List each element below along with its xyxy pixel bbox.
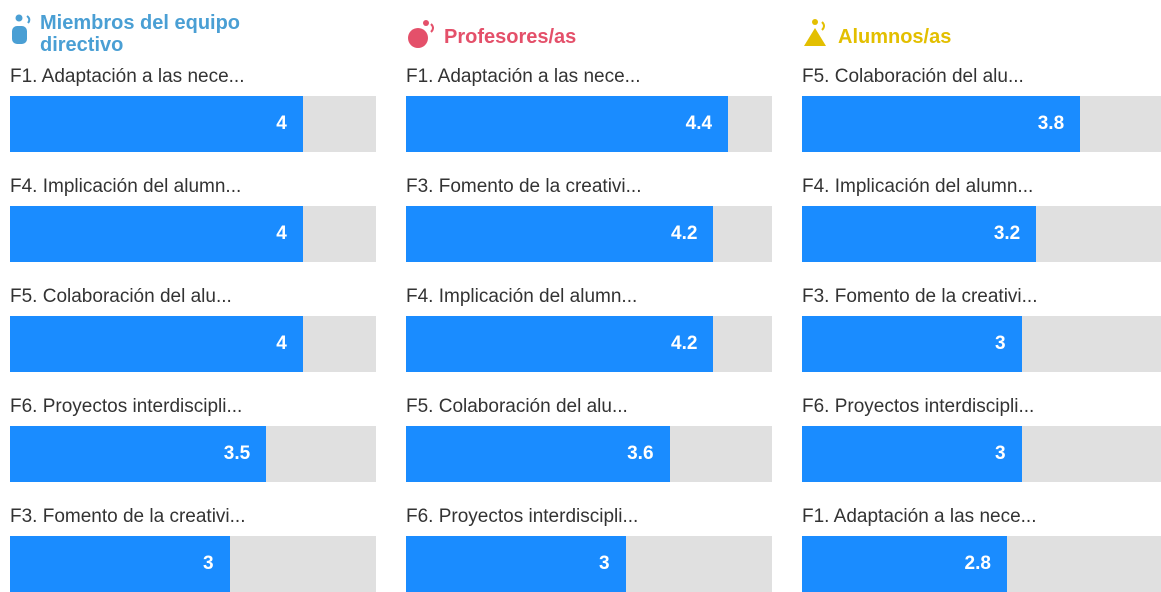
panel-title: Profesores/as [444,26,577,48]
bar [802,316,1022,372]
panel: Profesores/as F1. Adaptación a las nece.… [406,0,772,592]
value-label: 3 [995,443,1006,464]
category-label: F4. Implicación del alumn... [10,176,242,197]
value-label: 3 [995,333,1006,354]
panel-title: Alumnos/as [838,26,952,48]
bar-track: 3.2 [802,206,1161,262]
bar-track: 2.8 [802,536,1161,592]
bar-track: 3.6 [406,426,772,482]
category-label: F4. Implicación del alumn... [406,286,638,307]
bar [10,426,267,482]
bar-track: 4 [10,206,376,262]
bar [10,206,303,262]
bar-track: 4.2 [406,316,772,372]
category-label: F3. Fomento de la creativi... [10,506,246,527]
value-label: 4 [276,333,287,354]
category-label: F5. Colaboración del alu... [10,286,232,307]
panel: Miembros del equipo directivo F1. Adapta… [10,0,376,592]
bar [802,96,1081,152]
category-label: F3. Fomento de la creativi... [406,176,642,197]
bar-track: 4.2 [406,206,772,262]
value-label: 3.6 [627,443,654,464]
value-label: 3.8 [1037,113,1065,134]
value-label: 4.2 [671,333,698,354]
panel-title: Miembros del equipo directivo [40,12,241,56]
value-label: 3.2 [993,223,1021,244]
bar [406,426,670,482]
category-label: F5. Colaboración del alu... [802,66,1024,87]
team-icon [12,14,31,44]
student-icon [804,19,826,46]
category-label: F1. Adaptación a las nece... [406,66,641,87]
category-label: F6. Proyectos interdiscipli... [10,396,243,417]
bar-track: 3 [802,316,1161,372]
bar-track: 3 [406,536,772,592]
teacher-icon [408,20,434,48]
category-label: F4. Implicación del alumn... [802,176,1034,197]
bar-track: 3 [10,536,376,592]
value-label: 4 [276,223,287,244]
bar [10,536,230,592]
bar-track: 3.8 [802,96,1161,152]
value-label: 4 [276,113,287,134]
bar [10,316,303,372]
panel: Alumnos/as F5. Colaboración del alu... 3.… [802,0,1161,592]
value-label: 4.4 [685,113,713,134]
bar [802,426,1022,482]
bar-track: 4 [10,96,376,152]
category-label: F6. Proyectos interdiscipli... [802,396,1035,417]
value-label: 3 [599,553,610,574]
value-label: 2.8 [964,553,991,574]
value-label: 3 [203,553,214,574]
value-label: 3.5 [223,443,251,464]
value-label: 4.2 [671,223,698,244]
bar [802,206,1037,262]
category-label: F3. Fomento de la creativi... [802,286,1038,307]
category-label: F1. Adaptación a las nece... [802,506,1037,527]
bar [406,96,729,152]
bar [802,536,1007,592]
category-label: F1. Adaptación a las nece... [10,66,245,87]
category-label: F5. Colaboración del alu... [406,396,628,417]
bar [10,96,303,152]
bar-track: 4 [10,316,376,372]
bar [406,316,714,372]
bar [406,536,626,592]
bar-track: 3 [802,426,1161,482]
bar-track: 4.4 [406,96,772,152]
bar-track: 3.5 [10,426,376,482]
bar [406,206,714,262]
category-label: F6. Proyectos interdiscipli... [406,506,639,527]
